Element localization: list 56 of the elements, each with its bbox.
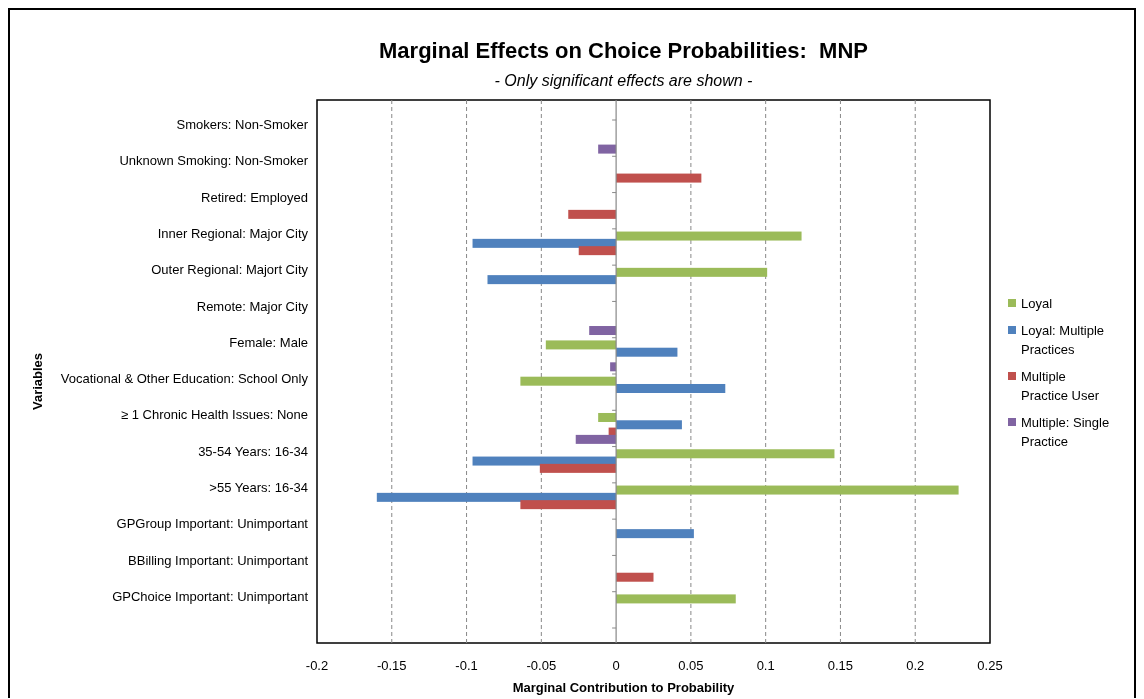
- chart-title: Marginal Effects on Choice Probabilities: MNP: [379, 38, 868, 63]
- x-tick-label: 0.25: [977, 658, 1003, 673]
- bar: [539, 463, 617, 473]
- legend-label: Multiple: Single Practice: [1021, 415, 1110, 449]
- y-tick-label: Retired: Employed: [201, 189, 308, 205]
- x-tick-label: -0.05: [526, 658, 557, 673]
- bar: [616, 347, 678, 357]
- y-tick-label: Inner Regional: Major City: [157, 226, 309, 241]
- y-tick-label: GPChoice Important: Unimportant: [112, 588, 309, 604]
- bar: [616, 267, 768, 277]
- bar: [616, 173, 702, 183]
- bar: [616, 572, 654, 582]
- y-tick-label: BBilling Important: Unimportant: [128, 552, 309, 568]
- bar: [616, 231, 802, 241]
- x-tick-label: 0: [612, 658, 620, 673]
- chart-subtitle: - Only significant effects are shown -: [494, 72, 753, 89]
- bar: [575, 434, 617, 444]
- x-tick-label: -0.1: [455, 658, 478, 673]
- bar: [598, 144, 617, 154]
- x-tick-label: 0.15: [827, 658, 854, 673]
- bar: [616, 420, 682, 430]
- y-tick-label: GPGroup Important: Unimportant: [116, 516, 309, 532]
- y-tick-label: Smokers: Non-Smoker: [176, 117, 309, 133]
- y-tick-label: Vocational & Other Education: School Only: [60, 371, 309, 387]
- bar: [578, 246, 617, 256]
- x-tick-label: -0.15: [376, 658, 407, 673]
- x-tick-label: 0.05: [678, 658, 704, 673]
- y-axis-title: Variables: [30, 352, 45, 411]
- y-tick-label: 35-54 Years: 16-34: [198, 443, 308, 459]
- bar: [589, 326, 617, 336]
- legend-label: Loyal: Multiple Practices: [1021, 323, 1105, 357]
- x-tick-label: 0.1: [756, 658, 775, 673]
- y-tick-label: Unknown Smoking: Non-Smoker: [119, 153, 309, 169]
- legend-label: Loyal: [1021, 296, 1053, 311]
- bar: [616, 449, 835, 459]
- y-tick-label: >55 Years: 16-34: [209, 480, 308, 495]
- y-tick-label: Female: Male: [229, 334, 308, 350]
- y-tick-label: ≥ 1 Chronic Health Issues: None: [120, 407, 308, 423]
- y-tick-label: Remote: Major City: [196, 298, 309, 314]
- x-tick-label: -0.2: [305, 658, 329, 673]
- x-tick-label: 0.2: [906, 658, 925, 673]
- bar: [520, 500, 617, 510]
- bar: [545, 340, 617, 350]
- y-tick-label: Outer Regional: Majort City: [151, 262, 309, 278]
- legend-label: Multiple Practice User: [1021, 369, 1100, 403]
- bar: [376, 492, 617, 502]
- x-axis-title: Marginal Contribution to Probability: [512, 680, 736, 695]
- bar: [598, 412, 617, 422]
- bar: [472, 238, 617, 248]
- bar: [568, 209, 617, 219]
- bar: [616, 383, 726, 393]
- bar: [487, 275, 617, 285]
- bar: [616, 485, 959, 495]
- bar: [616, 529, 694, 539]
- bar: [520, 376, 617, 386]
- bar: [616, 594, 736, 604]
